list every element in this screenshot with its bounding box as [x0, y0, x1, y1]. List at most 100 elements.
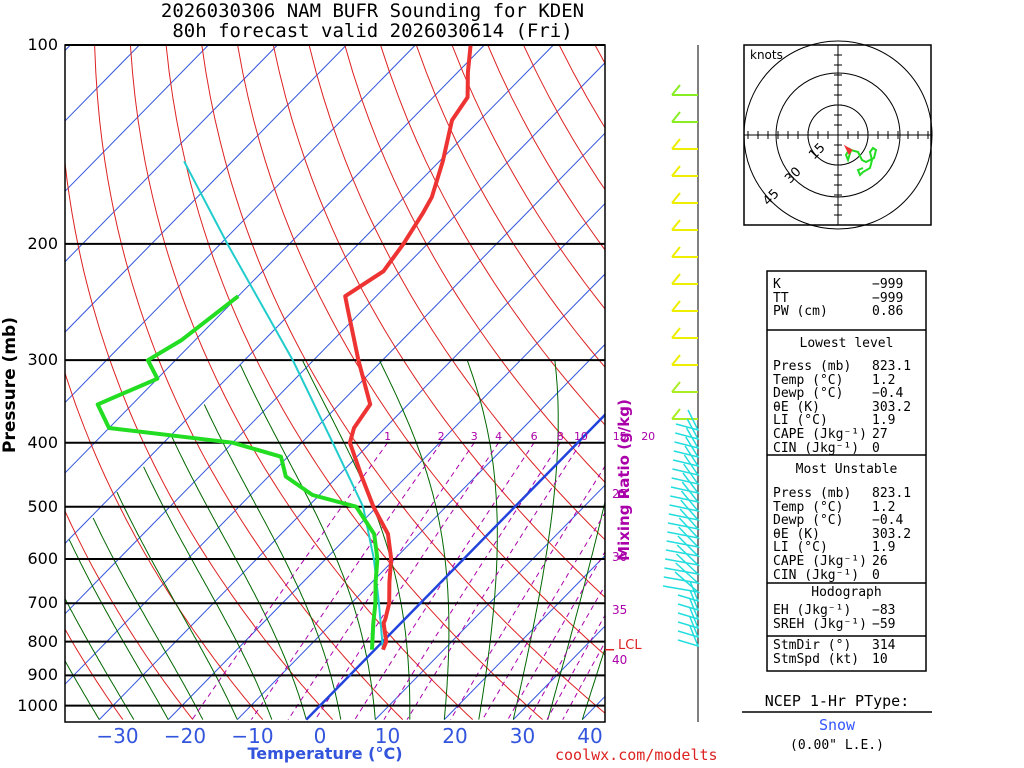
- pressure-tick-label: 100: [27, 35, 58, 54]
- mixing-ratio-tick: 1: [384, 430, 391, 443]
- pressure-tick-label: 200: [27, 233, 58, 253]
- wind-barb: [670, 472, 700, 495]
- plot-border: [64, 44, 606, 723]
- dry-adiabat: [129, 45, 474, 720]
- isotherm-line: [65, 45, 209, 193]
- pressure-tick-label: 1000: [17, 695, 58, 715]
- wind-barb: [677, 625, 700, 648]
- wind-barb: [667, 517, 701, 540]
- mixing-ratio-tick: 15: [613, 430, 627, 443]
- x-axis-label: Temperature (°C): [247, 744, 403, 763]
- wind-barb: [670, 481, 700, 504]
- index-value: −999: [872, 290, 904, 306]
- index-value: 1.2: [872, 372, 896, 388]
- index-label: Press (mb): [773, 359, 852, 374]
- wind-barb: [671, 300, 698, 312]
- index-label: CIN (Jkg⁻¹): [773, 567, 860, 583]
- mixing-ratio-line: [528, 584, 605, 720]
- index-label: Temp (°C): [773, 499, 844, 515]
- mixing-ratio-tick: 30: [612, 550, 627, 564]
- credit-text: coolwx.com/modelts: [555, 746, 718, 764]
- index-value: 26: [872, 554, 888, 569]
- wind-barb: [671, 138, 698, 150]
- mixing-ratio-tick: 20: [641, 430, 655, 443]
- index-value: 0: [872, 440, 880, 456]
- wind-barb: [675, 418, 700, 441]
- index-value: 1.9: [872, 540, 896, 556]
- mixing-ratio-line: [562, 641, 605, 720]
- dry-adiabat: [952, 45, 1024, 720]
- index-label: CIN (Jkg⁻¹): [773, 440, 860, 456]
- moist-adiabat: [581, 646, 605, 720]
- wind-barb: [664, 553, 701, 576]
- hodograph-units: knots: [750, 48, 783, 62]
- wind-barb: [677, 607, 700, 630]
- mixing-ratio-tick: 10: [574, 430, 588, 443]
- pressure-tick-label: 800: [27, 631, 58, 651]
- index-label: TT: [773, 290, 789, 306]
- isotherm-line: [374, 484, 605, 720]
- index-value: 1.9: [872, 413, 896, 429]
- index-label: EH (Jkg⁻¹): [773, 603, 852, 618]
- moist-adiabat: [301, 359, 411, 720]
- dry-adiabat: [272, 45, 605, 598]
- mixing-ratio-line: [406, 442, 582, 720]
- index-value: 27: [872, 427, 888, 442]
- mixing-ratio-tick: 8: [557, 430, 564, 443]
- ptype-value: Snow: [818, 716, 856, 734]
- isotherm-lines: [65, 45, 605, 720]
- dry-adiabat: [917, 45, 1024, 720]
- moist-adiabat: [92, 517, 204, 720]
- index-section-title: Most Unstable: [795, 462, 898, 477]
- dry-adiabat: [308, 45, 605, 541]
- mixing-ratio-line: [354, 442, 535, 720]
- wind-barb: [671, 165, 698, 177]
- dry-adiabat: [65, 158, 334, 720]
- plot-frame: [64, 44, 614, 723]
- isotherm-line: [167, 273, 605, 720]
- temperature-tick-label: −20: [163, 724, 207, 748]
- wind-barb: [672, 445, 700, 468]
- index-label: θE (K): [773, 526, 820, 542]
- moist-adiabat: [65, 660, 100, 720]
- index-value: 0.86: [872, 304, 904, 319]
- index-label: SREH (Jkg⁻¹): [773, 616, 867, 632]
- index-value: −59: [872, 616, 896, 632]
- wind-barb: [667, 508, 701, 531]
- isotherm-line: [65, 45, 347, 333]
- dry-adiabats: [65, 45, 1024, 720]
- dry-adiabat: [344, 45, 605, 483]
- index-value: −999: [872, 277, 904, 292]
- index-label: Dewp (°C): [773, 386, 844, 402]
- wind-barb: [671, 84, 698, 96]
- isotherm-line: [443, 554, 605, 720]
- lcl-label: LCL: [618, 638, 642, 653]
- temperature-tick-label: 0: [313, 724, 327, 748]
- parcel-trace: [183, 160, 384, 650]
- index-value: 303.2: [872, 399, 912, 415]
- mixing-ratio-tick: 4: [495, 430, 502, 443]
- mixing-ratio-line: [546, 614, 605, 720]
- mixing-ratio-line: [191, 442, 389, 720]
- wind-barb: [671, 408, 698, 420]
- index-label: CAPE (Jkg⁻¹): [773, 427, 867, 442]
- wind-barb: [671, 246, 698, 258]
- dry-adiabat: [415, 45, 605, 368]
- dry-adiabat: [65, 628, 124, 720]
- dry-adiabat: [94, 45, 404, 720]
- moist-adiabat: [68, 539, 169, 720]
- wind-barb: [671, 463, 700, 486]
- moist-adiabat: [547, 499, 605, 720]
- y-axis-label: Pressure (mb): [0, 317, 20, 453]
- wind-barbs: [662, 45, 701, 722]
- wind-barb: [671, 219, 698, 231]
- wind-barb: [671, 381, 698, 393]
- temperature-tick-label: −10: [231, 724, 274, 748]
- temperature-tick-label: 20: [442, 724, 468, 748]
- index-label: CAPE (Jkg⁻¹): [773, 554, 867, 569]
- wind-barb: [671, 111, 698, 123]
- index-value: 823.1: [872, 359, 912, 374]
- wind-barb: [677, 589, 700, 612]
- ptype-amount: (0.00" L.E.): [790, 738, 884, 753]
- moist-adiabat: [239, 364, 376, 720]
